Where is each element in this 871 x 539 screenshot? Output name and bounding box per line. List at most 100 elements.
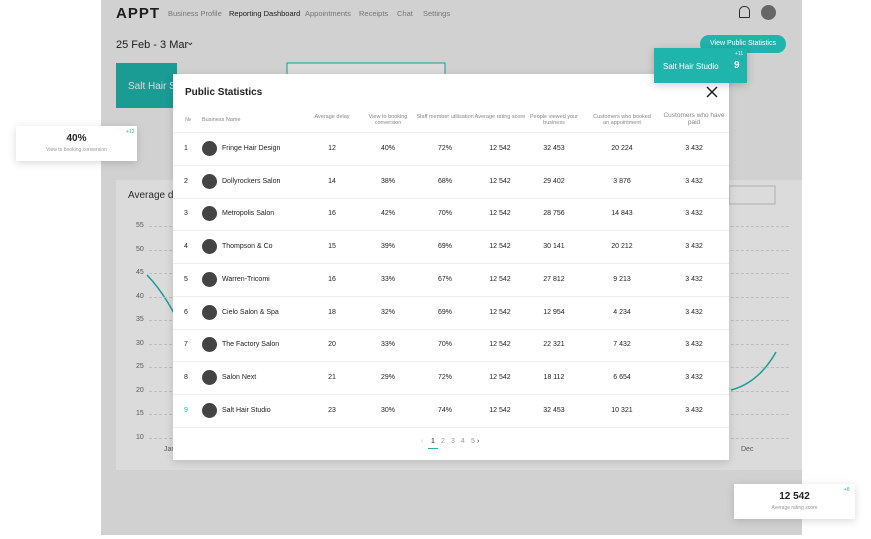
y-label: 45 [136, 269, 144, 276]
cell: 12 542 [489, 406, 511, 414]
cell: 3 432 [685, 341, 703, 349]
cell: 3 432 [685, 210, 703, 218]
cell: 22 321 [543, 341, 565, 349]
nav-item[interactable]: Settings [423, 9, 451, 18]
cell: 12 542 [489, 145, 511, 152]
cell: 27 812 [543, 275, 565, 283]
avatar [202, 239, 217, 255]
cell: 4 234 [613, 308, 631, 316]
stat-label: View to booking conversion [46, 147, 107, 153]
highlight-value: 9 [734, 60, 740, 71]
highlight-change: +11 [735, 51, 744, 57]
row-rule [173, 295, 729, 297]
row-number: 2 [184, 177, 188, 185]
business-name: Dollyrockers Salon [222, 177, 281, 185]
y-label: 25 [136, 363, 144, 370]
y-label: 20 [136, 386, 144, 394]
cell: 3 432 [685, 373, 703, 381]
cell: 12 542 [489, 275, 511, 283]
stat-value: 40% [66, 133, 87, 144]
modal: Public Statistics № Business Name Average d… [173, 74, 729, 460]
page-link[interactable]: 3 [451, 438, 455, 445]
avatar [202, 271, 217, 287]
x-label: Jan [164, 446, 176, 453]
business-name: Fringe Hair Design [222, 145, 281, 152]
cell: 16 [328, 275, 336, 283]
row-rule [173, 230, 729, 232]
highlight-name: Salt Hair Studio [663, 62, 719, 71]
business-name: The Factory Salon [222, 341, 280, 349]
nav-item[interactable]: Appointments [305, 9, 351, 18]
cell: 12 542 [489, 243, 511, 251]
page-link[interactable]: 1 [431, 438, 435, 445]
stat-card: 12 542 Average rating score +8 [734, 484, 855, 519]
y-label: 40 [136, 292, 144, 300]
avatar [202, 402, 217, 418]
chevron: ⌄ [186, 37, 195, 48]
row-number: 7 [184, 341, 188, 349]
page-link[interactable]: 4 [461, 438, 465, 445]
row-number: 5 [184, 275, 188, 283]
y-label: 50 [136, 245, 144, 253]
page-link[interactable]: 5 [471, 438, 475, 445]
nav-item[interactable]: Receipts [359, 9, 389, 18]
cell: 32 453 [543, 406, 565, 414]
page-link[interactable]: 2 [441, 438, 445, 445]
stat-change: +12 [126, 129, 135, 135]
nav-item[interactable]: Business Profile [168, 9, 222, 18]
business-name: Thompson & Co [222, 243, 273, 251]
row-rule [173, 361, 729, 363]
cell: 6 654 [613, 373, 631, 381]
column-header: Customers who have paid [663, 112, 725, 127]
nav-item[interactable]: Chat [397, 9, 413, 18]
row-number: 3 [184, 210, 188, 218]
avatar [202, 337, 217, 353]
cell: 3 432 [685, 406, 703, 414]
column-header: № [185, 117, 191, 123]
y-label: 30 [136, 339, 144, 347]
row-number: 9 [184, 406, 188, 414]
column-header: Customers who booked an appointment [593, 114, 651, 127]
modal-title: Public Statistics [185, 87, 263, 98]
row-number: 6 [184, 308, 188, 316]
row-rule [173, 197, 729, 199]
cell: 15 [328, 243, 336, 251]
cell: 18 [328, 308, 336, 316]
stat-label: Average rating score [771, 505, 818, 511]
cell: 12 [328, 145, 336, 152]
cell: 30 141 [543, 243, 565, 251]
cell: 42% [380, 210, 395, 218]
cell: 3 876 [613, 177, 631, 185]
cell: 12 542 [489, 210, 511, 218]
avatar [202, 304, 217, 320]
page-next[interactable]: › [477, 438, 480, 445]
cell: 70% [437, 341, 452, 349]
column-header: People viewed your business [529, 114, 578, 127]
cell: 10 321 [611, 406, 633, 414]
cell: 16 [328, 210, 336, 218]
cell: 7 432 [613, 341, 631, 349]
avatar [202, 206, 217, 222]
cell: 12 542 [489, 308, 511, 316]
nav-item[interactable]: Reporting Dashboard [229, 9, 301, 18]
column-header: Average rating score [474, 114, 526, 120]
logo: APPT [116, 5, 161, 22]
row-rule [173, 393, 729, 395]
page-prev[interactable]: ‹ [421, 438, 424, 445]
avatar [202, 141, 217, 156]
bell [739, 6, 750, 18]
cell: 9 213 [613, 275, 631, 283]
stat-value: 12 542 [779, 491, 810, 502]
y-label: 15 [136, 410, 144, 417]
row-rule [173, 263, 729, 265]
close-icon[interactable] [706, 86, 718, 98]
avatar [202, 369, 217, 385]
cell: 29% [380, 373, 395, 381]
cell: 20 224 [611, 145, 633, 152]
cell: 28 756 [543, 210, 565, 218]
cell: 33% [380, 341, 395, 349]
cell: 39% [380, 243, 395, 251]
row-rule [173, 426, 729, 428]
cell: 3 432 [685, 177, 703, 185]
avatar [761, 5, 776, 20]
